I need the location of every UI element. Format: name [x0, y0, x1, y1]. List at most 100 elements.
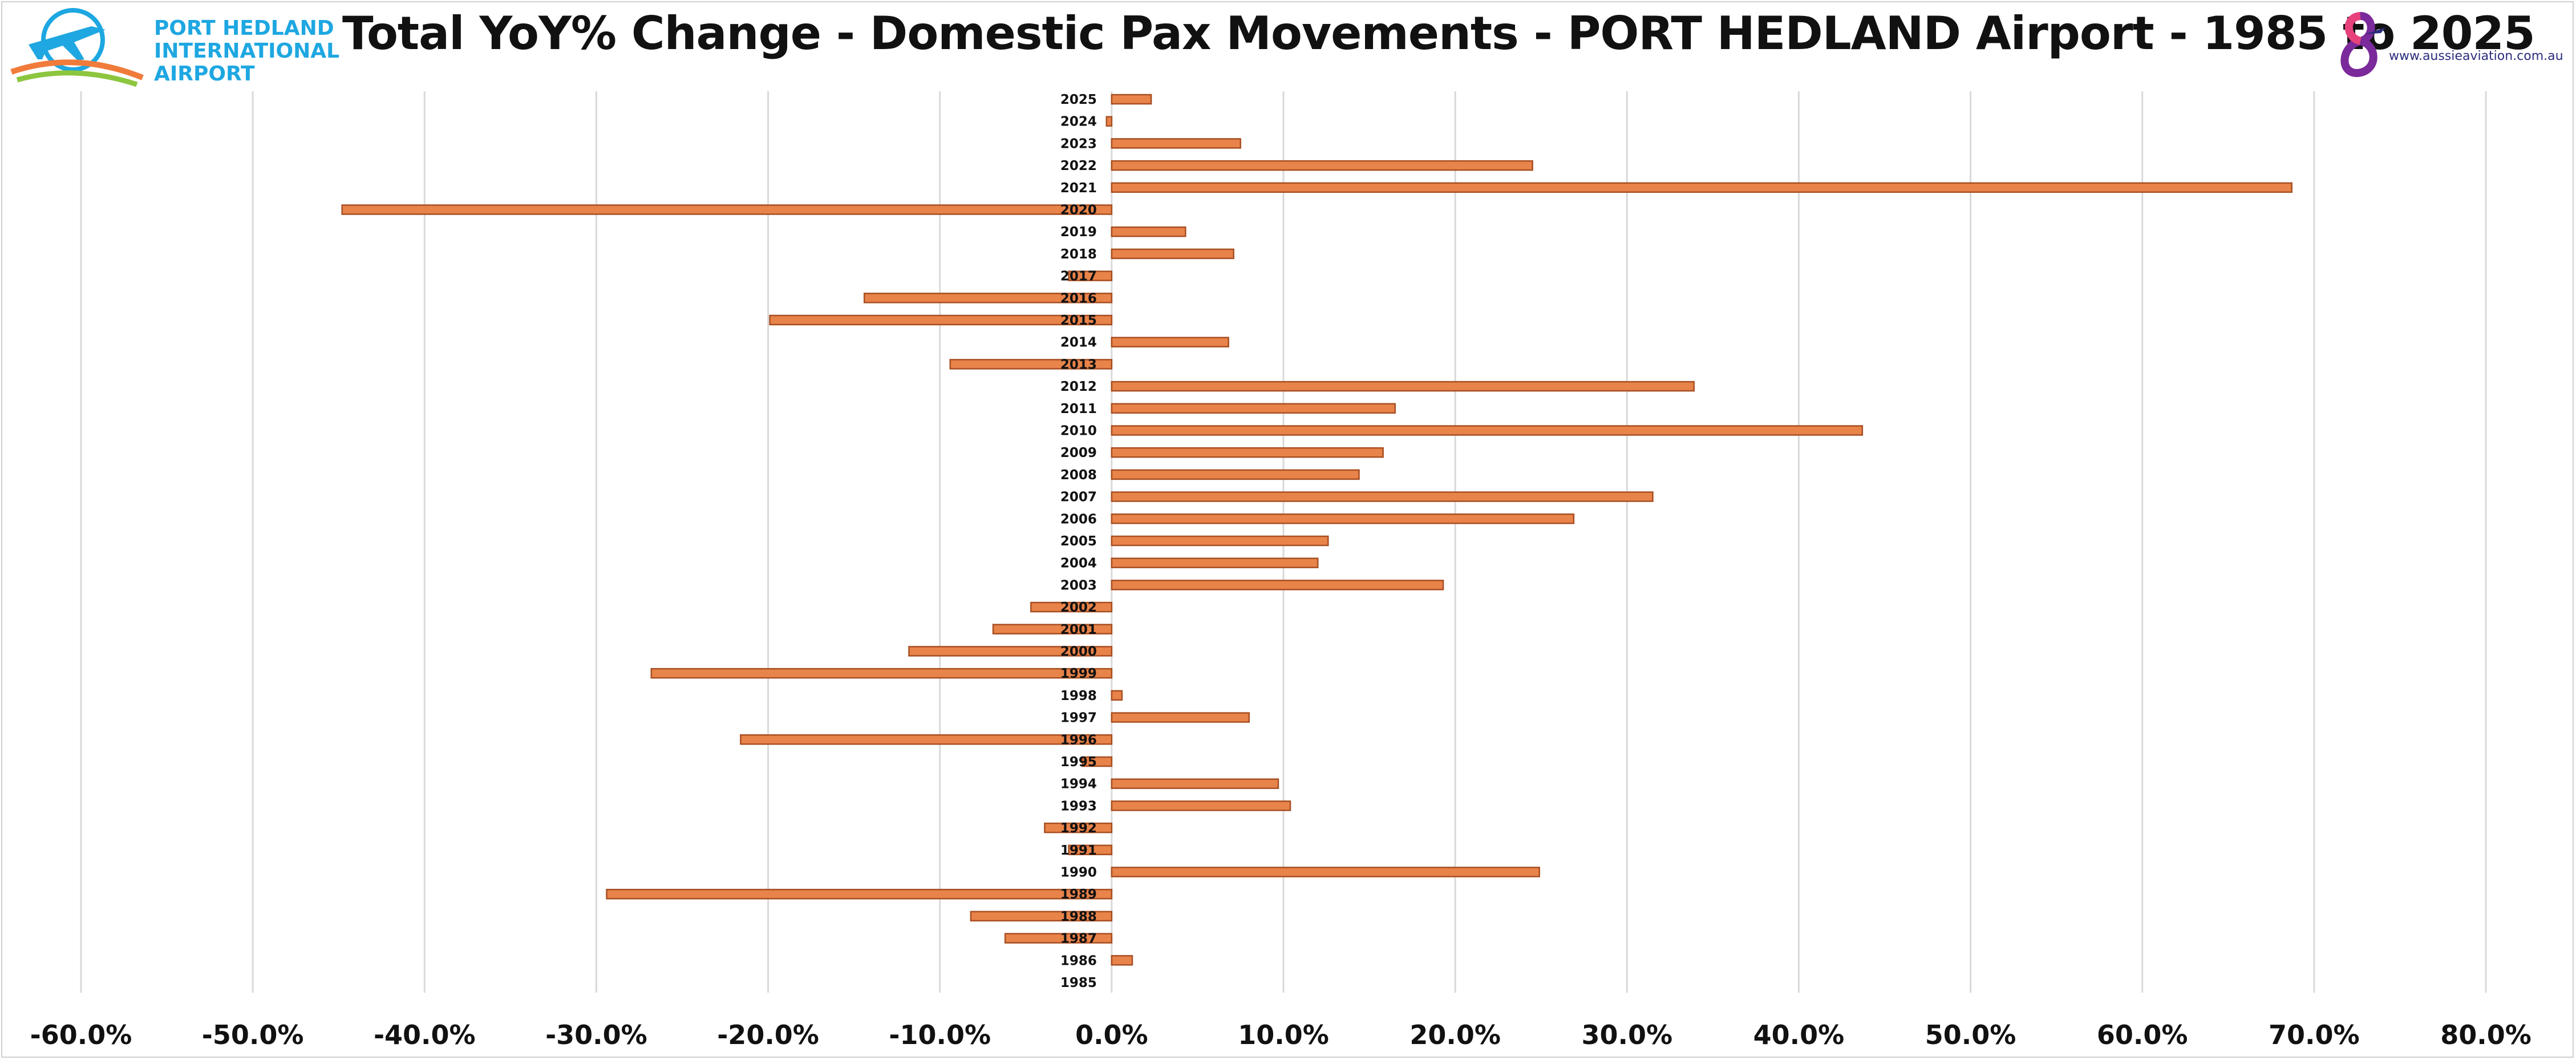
aussie-aviation-logo: www.aussieaviation.com.au	[2333, 11, 2573, 86]
category-label: 2014	[1060, 335, 1097, 350]
x-tick-label: 80.0%	[2440, 1019, 2532, 1050]
bar	[1044, 822, 1113, 834]
category-label: 1991	[1060, 843, 1097, 858]
bar	[1111, 403, 1396, 414]
category-label: 1986	[1060, 953, 1097, 968]
bar	[1030, 601, 1113, 613]
category-label: 1997	[1060, 711, 1097, 726]
aussie-aviation-logo-icon	[2340, 11, 2385, 77]
bar	[650, 667, 1113, 679]
category-label: 2020	[1060, 203, 1097, 218]
x-tick-label: 40.0%	[1753, 1019, 1845, 1050]
x-tick-label: 60.0%	[2097, 1019, 2188, 1050]
x-tick-label: 30.0%	[1581, 1019, 1672, 1050]
bar	[1111, 160, 1533, 171]
bar	[769, 314, 1113, 326]
bar	[1111, 867, 1540, 877]
category-label: 2018	[1060, 247, 1097, 262]
category-label: 2009	[1060, 446, 1097, 460]
bar	[1111, 690, 1123, 701]
bar	[1111, 138, 1241, 149]
bar	[863, 293, 1113, 304]
bar	[1111, 226, 1186, 237]
x-tick-label: -60.0%	[30, 1019, 132, 1050]
bar	[1068, 844, 1113, 856]
bar	[1111, 800, 1291, 811]
port-hedland-logo: PORT HEDLAND INTERNATIONAL AIRPORT	[6, 5, 371, 90]
category-label: 1995	[1060, 755, 1097, 770]
bar	[1105, 116, 1113, 127]
category-label: 2007	[1060, 490, 1097, 505]
category-label: 2008	[1060, 468, 1097, 483]
category-label: 2004	[1060, 556, 1097, 571]
category-label: 2000	[1060, 645, 1097, 660]
bar	[606, 888, 1113, 900]
bar	[1111, 425, 1864, 436]
category-label: 1998	[1060, 689, 1097, 703]
bar	[1111, 513, 1575, 524]
category-label: 2012	[1060, 379, 1097, 394]
bar	[949, 359, 1113, 370]
category-label: 2002	[1060, 600, 1097, 615]
category-label: 2025	[1060, 92, 1097, 107]
website-url: www.aussieaviation.com.au	[2389, 49, 2563, 63]
bar	[1111, 580, 1444, 590]
x-tick-label: -40.0%	[374, 1019, 476, 1050]
bar	[1111, 491, 1654, 502]
x-tick-label: -50.0%	[202, 1019, 304, 1050]
bar	[1068, 270, 1113, 281]
category-label: 1996	[1060, 733, 1097, 747]
bar	[1082, 756, 1113, 767]
category-label: 2010	[1060, 424, 1097, 439]
category-label: 2022	[1060, 159, 1097, 173]
bar	[1111, 248, 1234, 260]
category-labels: 2025 2024 2023 2022 2021 2020 2019 2018 2017 2016…	[1060, 92, 1097, 990]
category-label: 2016	[1060, 291, 1097, 306]
bars	[341, 94, 2293, 966]
category-label: 1992	[1060, 821, 1097, 836]
category-label: 2003	[1060, 578, 1097, 593]
bar	[1004, 933, 1113, 944]
x-tick-label: -20.0%	[717, 1019, 819, 1050]
category-label: 2013	[1060, 357, 1097, 372]
category-label: 1988	[1060, 909, 1097, 924]
category-label: 2015	[1060, 313, 1097, 328]
x-axis-tick-labels: -60.0% -50.0% -40.0% -30.0% -20.0% -10.0% 0.0%…	[30, 1019, 2532, 1050]
category-label: 1985	[1060, 976, 1097, 990]
category-label: 1990	[1060, 865, 1097, 880]
logo-line-3: AIRPORT	[154, 62, 255, 86]
category-label: 1989	[1060, 887, 1097, 902]
category-label: 2021	[1060, 181, 1097, 196]
bar	[1111, 182, 2293, 193]
category-label: 1987	[1060, 932, 1097, 946]
bar	[1111, 955, 1133, 966]
category-label: 2017	[1060, 269, 1097, 284]
bar	[1111, 469, 1360, 480]
x-tick-label: 20.0%	[1409, 1019, 1501, 1050]
category-label: 2019	[1060, 225, 1097, 240]
category-label: 2006	[1060, 512, 1097, 527]
category-label: 2024	[1060, 115, 1097, 130]
x-tick-label: -30.0%	[545, 1019, 647, 1050]
bar	[1111, 557, 1319, 568]
x-tick-label: -10.0%	[889, 1019, 991, 1050]
plane-icon	[10, 8, 144, 87]
category-label: 1993	[1060, 799, 1097, 814]
bar	[1111, 337, 1229, 347]
bar	[992, 624, 1113, 635]
category-label: 2001	[1060, 622, 1097, 637]
bar	[1111, 94, 1152, 105]
category-label: 1999	[1060, 666, 1097, 681]
bar	[740, 734, 1113, 745]
bar	[1111, 712, 1250, 723]
bar	[1111, 381, 1695, 392]
x-tick-label: 10.0%	[1238, 1019, 1329, 1050]
bar	[1111, 535, 1329, 547]
category-label: 1994	[1060, 777, 1097, 792]
category-label: 2005	[1060, 534, 1097, 549]
bar	[970, 911, 1113, 922]
x-tick-label: 0.0%	[1075, 1019, 1148, 1050]
bar	[908, 646, 1113, 657]
